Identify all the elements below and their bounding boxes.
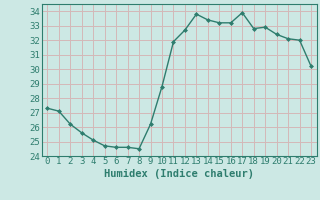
X-axis label: Humidex (Indice chaleur): Humidex (Indice chaleur) <box>104 169 254 179</box>
